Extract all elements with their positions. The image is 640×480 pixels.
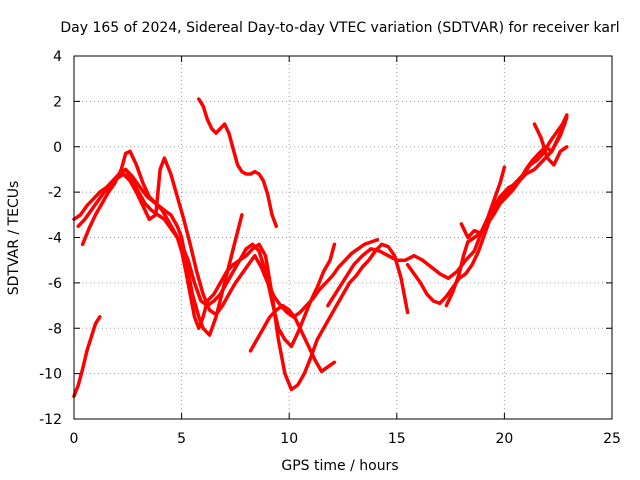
- x-tick-label: 15: [388, 431, 406, 447]
- x-axis-label: GPS time / hours: [281, 458, 398, 474]
- x-tick-label: 5: [177, 431, 186, 447]
- y-tick-label: 2: [53, 94, 62, 110]
- y-tick-label: 4: [53, 49, 62, 65]
- series-line: [248, 303, 337, 374]
- y-tick-label: -12: [39, 412, 62, 428]
- series-line: [76, 156, 380, 319]
- y-tick-label: -2: [48, 185, 62, 201]
- series-line: [197, 97, 279, 228]
- y-tick-label: -10: [39, 367, 62, 383]
- y-axis-label: SDTVAR / TECUs: [6, 181, 22, 296]
- y-tick-labels: -12 -10 -8 -6 -4 -2 0 2 4: [39, 49, 62, 428]
- y-tick-label: -6: [48, 276, 62, 292]
- x-tick-label: 10: [280, 431, 298, 447]
- series-line: [72, 315, 102, 399]
- x-tick-label: 0: [70, 431, 79, 447]
- y-tick-label: 0: [53, 140, 62, 156]
- series-line: [532, 122, 569, 167]
- x-tick-label: 25: [603, 431, 621, 447]
- x-tick-label: 20: [495, 431, 513, 447]
- y-tick-label: -4: [48, 231, 62, 247]
- grid-lines: [74, 56, 612, 419]
- x-tick-labels: 0 5 10 15 20 25: [70, 431, 621, 447]
- y-tick-label: -8: [48, 321, 62, 337]
- series-line: [326, 115, 569, 308]
- series-line: [80, 149, 337, 349]
- chart-title: Day 165 of 2024, Sidereal Day-to-day VTE…: [60, 20, 619, 36]
- data-series: [72, 97, 569, 399]
- series-line: [459, 165, 507, 240]
- axis-ticks: [73, 55, 613, 420]
- series-line: [123, 167, 410, 392]
